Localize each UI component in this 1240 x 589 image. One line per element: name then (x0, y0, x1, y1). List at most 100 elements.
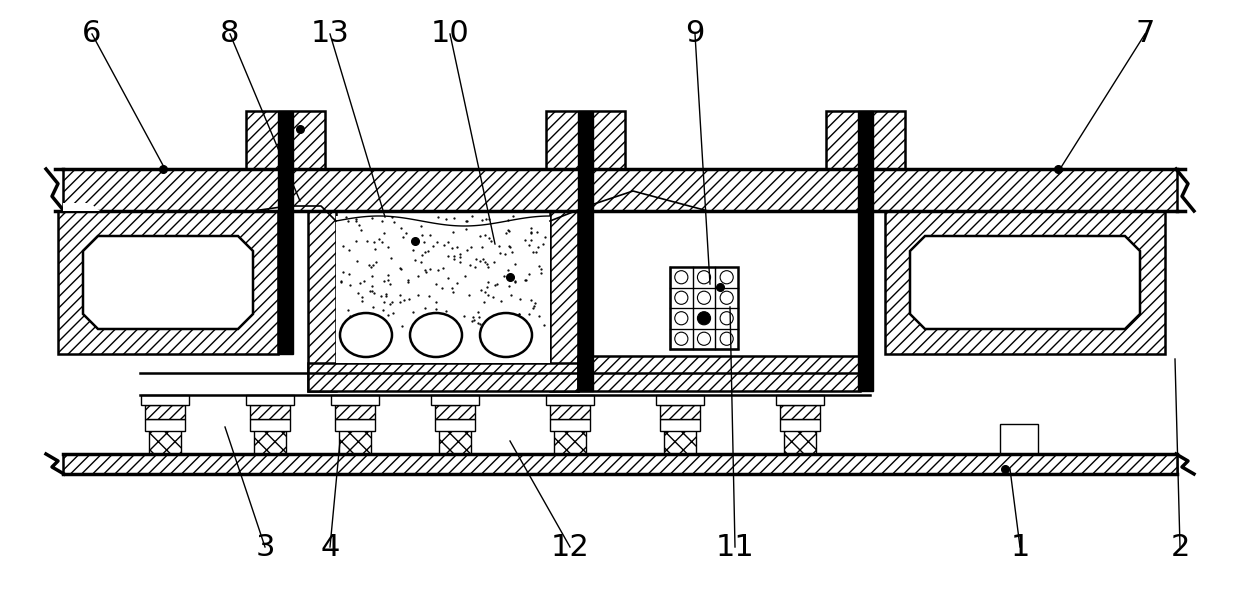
Point (505, 277, 525, 286)
Point (360, 260, 379, 270)
Point (372, 292, 392, 301)
Point (384, 217, 404, 226)
Point (343, 313, 363, 322)
Bar (999, 424, 1038, 454)
Point (498, 265, 518, 274)
Bar (63, 454, 1177, 474)
Point (522, 228, 542, 237)
Point (419, 291, 439, 300)
Point (485, 280, 505, 290)
Ellipse shape (480, 313, 532, 357)
Point (470, 256, 490, 266)
Point (477, 277, 497, 287)
Point (472, 243, 492, 252)
Point (487, 279, 507, 289)
Bar (432, 395, 479, 405)
Point (522, 227, 542, 237)
Bar (776, 395, 825, 405)
Point (476, 214, 496, 224)
Point (403, 245, 423, 254)
Bar (250, 405, 290, 419)
Point (415, 248, 435, 257)
Point (456, 246, 476, 255)
Point (480, 233, 500, 243)
Point (432, 283, 451, 293)
Point (423, 241, 443, 251)
Point (415, 303, 435, 313)
Point (378, 243, 398, 252)
Point (436, 214, 456, 223)
Point (420, 264, 440, 274)
Bar (660, 405, 701, 419)
Point (381, 279, 401, 289)
Point (472, 254, 492, 263)
Point (469, 312, 489, 322)
Point (439, 237, 459, 247)
Point (508, 309, 528, 319)
Point (464, 315, 484, 325)
Point (523, 303, 543, 313)
Bar (554, 419, 587, 454)
Point (378, 275, 398, 284)
Point (479, 262, 498, 272)
Point (399, 294, 419, 304)
Bar (578, 356, 861, 391)
Point (366, 257, 386, 267)
Point (498, 241, 518, 251)
Point (444, 251, 464, 260)
Circle shape (697, 332, 711, 345)
Bar (308, 363, 578, 391)
Bar (145, 419, 185, 431)
Point (461, 242, 481, 252)
Circle shape (697, 271, 711, 284)
Bar (551, 419, 590, 431)
Point (339, 305, 358, 315)
Bar (254, 419, 286, 454)
Point (419, 317, 439, 326)
Text: 4: 4 (320, 532, 340, 561)
Point (379, 299, 399, 308)
Point (529, 262, 549, 271)
Point (334, 241, 353, 251)
Point (427, 297, 446, 307)
Point (515, 235, 534, 244)
Point (433, 264, 453, 273)
Point (362, 272, 382, 281)
Circle shape (675, 332, 688, 345)
Point (456, 216, 476, 226)
Point (392, 264, 412, 274)
Text: 10: 10 (430, 19, 470, 48)
Point (484, 257, 503, 266)
Text: 1: 1 (1011, 532, 1029, 561)
Point (373, 297, 393, 306)
Bar (278, 111, 293, 354)
Point (382, 253, 402, 263)
Point (501, 272, 521, 281)
Point (391, 290, 410, 300)
Circle shape (697, 312, 711, 325)
Bar (885, 211, 1166, 354)
Point (382, 297, 402, 307)
Point (412, 221, 432, 231)
Point (536, 232, 556, 241)
Point (340, 311, 360, 320)
Point (373, 276, 393, 286)
Point (498, 281, 518, 290)
Point (490, 241, 510, 251)
Point (479, 215, 498, 224)
Point (425, 322, 445, 331)
Point (408, 290, 428, 300)
Point (378, 310, 398, 320)
Point (393, 233, 413, 242)
Point (339, 245, 358, 254)
Point (456, 224, 476, 233)
Point (413, 230, 433, 240)
Point (503, 211, 523, 221)
Point (526, 298, 546, 307)
Bar (63, 169, 1177, 211)
Polygon shape (910, 236, 1140, 329)
Point (428, 265, 448, 274)
Point (494, 271, 513, 280)
Point (527, 247, 547, 257)
Point (413, 250, 433, 260)
